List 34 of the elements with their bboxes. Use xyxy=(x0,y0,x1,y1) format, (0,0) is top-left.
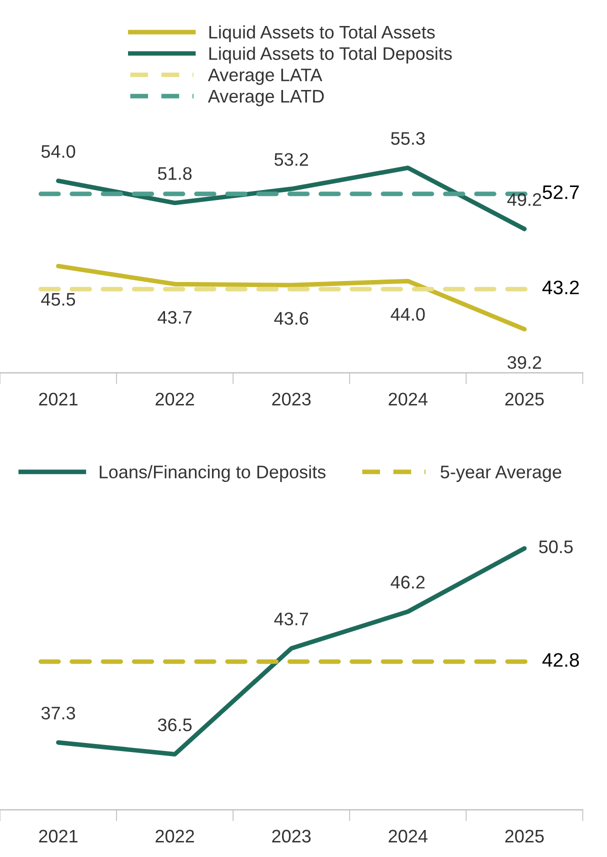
x-tick-label: 2024 xyxy=(388,392,428,406)
x-tick-label: 2025 xyxy=(505,830,544,843)
data-label: 51.8 xyxy=(158,167,192,180)
legend-label: Loans/Financing to Deposits xyxy=(100,465,326,482)
data-label: 46.2 xyxy=(390,576,425,589)
data-label: 45.5 xyxy=(41,293,76,306)
data-label: 53.2 xyxy=(274,153,308,166)
data-label: 37.3 xyxy=(41,706,76,720)
data-label: 36.5 xyxy=(158,718,192,732)
data-label: 50.5 xyxy=(539,540,573,554)
data-label: 39.2 xyxy=(508,356,542,369)
text: 52.7 xyxy=(542,185,579,200)
x-tick-label: 2022 xyxy=(156,830,194,843)
x-tick-label: 2023 xyxy=(272,392,311,406)
legend-label: Liquid Assets to Total Deposits xyxy=(209,46,452,64)
legend-label: Liquid Assets to Total Assets xyxy=(209,25,435,42)
x-tick-label: 2021 xyxy=(39,392,78,406)
data-label: 43.6 xyxy=(274,312,308,325)
data-label: 49.2 xyxy=(507,193,542,206)
x-tick-label: 2021 xyxy=(39,830,78,843)
data-label: 55.3 xyxy=(391,132,425,145)
data-label: 44.0 xyxy=(390,308,425,321)
legend-label: Average LATA xyxy=(208,68,322,85)
text: 42.8 xyxy=(542,653,579,667)
legend-label: Average LATD xyxy=(208,90,324,106)
data-label: 43.7 xyxy=(158,310,192,324)
legend-label: 5-year Average xyxy=(440,466,562,482)
data-label: 43.7 xyxy=(274,612,308,626)
data-label: 54.0 xyxy=(41,145,76,158)
text: 43.2 xyxy=(542,280,579,294)
x-tick-label: 2023 xyxy=(272,830,311,843)
x-tick-label: 2025 xyxy=(505,392,544,406)
x-tick-label: 2024 xyxy=(388,830,428,843)
x-tick-label: 2022 xyxy=(156,392,194,406)
